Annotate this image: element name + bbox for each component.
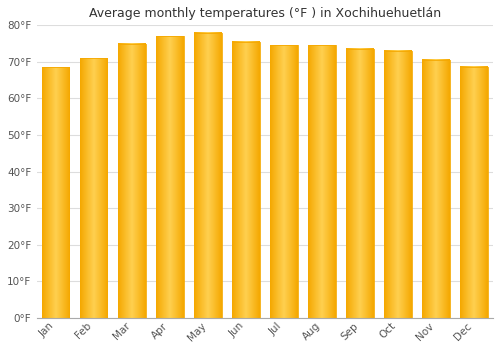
- Title: Average monthly temperatures (°F ) in Xochihuehuetlán: Average monthly temperatures (°F ) in Xo…: [89, 7, 441, 20]
